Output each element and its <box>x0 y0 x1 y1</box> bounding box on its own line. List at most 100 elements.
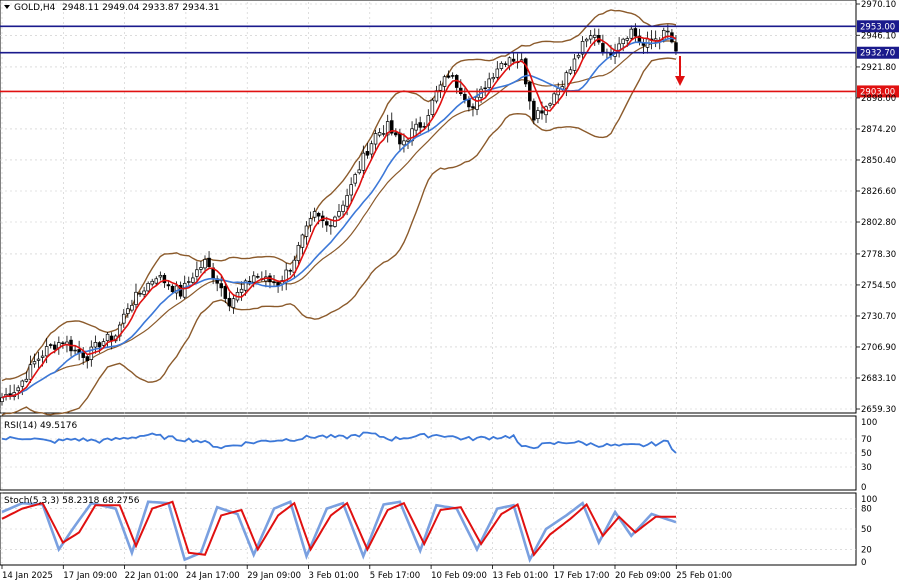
dropdown-triangle-icon[interactable] <box>4 5 10 9</box>
candle-body[interactable] <box>588 35 593 40</box>
candle-body[interactable] <box>251 275 256 283</box>
price-panel[interactable] <box>0 0 857 414</box>
candle-body[interactable] <box>584 38 589 42</box>
candle-body[interactable] <box>256 276 260 278</box>
candle-body[interactable] <box>101 341 106 346</box>
candle-body[interactable] <box>552 93 556 105</box>
candle-body[interactable] <box>369 143 374 155</box>
candle-body[interactable] <box>593 34 597 38</box>
candle-body[interactable] <box>239 288 244 293</box>
candle-body[interactable] <box>325 221 329 226</box>
candle-body[interactable] <box>540 110 544 114</box>
candle-body[interactable] <box>312 211 317 218</box>
candle-body[interactable] <box>81 352 85 358</box>
candle-body[interactable] <box>353 174 357 184</box>
candle-body[interactable] <box>333 216 337 227</box>
candle-body[interactable] <box>40 355 45 358</box>
candle-body[interactable] <box>203 259 207 269</box>
candle-body[interactable] <box>231 298 236 308</box>
candle-body[interactable] <box>109 335 114 341</box>
candle-body[interactable] <box>142 290 146 295</box>
candle-body[interactable] <box>511 58 516 62</box>
candle-body[interactable] <box>365 151 370 156</box>
candle-body[interactable] <box>191 277 195 283</box>
candle-body[interactable] <box>503 63 508 65</box>
candle-body[interactable] <box>73 349 77 352</box>
candle-body[interactable] <box>32 361 37 365</box>
candle-body[interactable] <box>536 110 540 120</box>
rsi-panel[interactable] <box>0 415 857 491</box>
candle-body[interactable] <box>187 281 191 283</box>
candle-body[interactable] <box>430 99 435 115</box>
candle-body[interactable] <box>625 38 629 41</box>
candle-body[interactable] <box>16 387 20 392</box>
candle-body[interactable] <box>288 270 293 272</box>
candle-body[interactable] <box>398 132 402 145</box>
candle-body[interactable] <box>195 269 199 277</box>
candle-body[interactable] <box>207 257 211 267</box>
candle-body[interactable] <box>381 133 386 135</box>
candle-body[interactable] <box>304 225 309 237</box>
candle-body[interactable] <box>341 204 345 212</box>
candle-body[interactable] <box>146 283 150 292</box>
candle-body[interactable] <box>276 282 280 286</box>
candle-body[interactable] <box>105 333 110 342</box>
candle-body[interactable] <box>308 218 313 226</box>
candle-body[interactable] <box>629 28 634 39</box>
candle-body[interactable] <box>349 184 353 196</box>
candle-body[interactable] <box>20 380 25 387</box>
candle-body[interactable] <box>93 342 98 348</box>
candle-body[interactable] <box>85 356 90 362</box>
candle-body[interactable] <box>442 76 447 87</box>
candle-body[interactable] <box>97 342 102 348</box>
candle-body[interactable] <box>414 123 418 131</box>
candle-body[interactable] <box>329 225 333 227</box>
candle-body[interactable] <box>130 304 134 311</box>
candle-body[interactable] <box>548 103 552 106</box>
candle-body[interactable] <box>134 291 138 305</box>
candle-body[interactable] <box>666 30 670 33</box>
candle-body[interactable] <box>0 397 4 403</box>
candle-body[interactable] <box>568 69 573 74</box>
candle-body[interactable] <box>28 364 33 380</box>
candle-body[interactable] <box>475 96 479 110</box>
candle-body[interactable] <box>357 169 362 174</box>
candle-body[interactable] <box>182 282 187 298</box>
candle-body[interactable] <box>377 132 382 136</box>
candle-body[interactable] <box>402 140 406 146</box>
candle-body[interactable] <box>483 87 487 90</box>
candle-body[interactable] <box>61 342 65 345</box>
candle-body[interactable] <box>44 346 49 357</box>
candle-body[interactable] <box>394 132 398 136</box>
candle-body[interactable] <box>223 285 228 299</box>
candle-body[interactable] <box>361 152 366 171</box>
candle-body[interactable] <box>450 75 455 77</box>
candle-body[interactable] <box>162 274 167 284</box>
candle-body[interactable] <box>471 106 475 109</box>
candle-body[interactable] <box>345 195 349 207</box>
candle-body[interactable] <box>337 211 341 217</box>
candle-body[interactable] <box>406 139 410 142</box>
candle-body[interactable] <box>154 278 159 284</box>
candle-body[interactable] <box>126 308 130 314</box>
candle-body[interactable] <box>418 122 422 128</box>
candle-body[interactable] <box>219 283 223 289</box>
candle-body[interactable] <box>621 38 625 44</box>
candle-body[interactable] <box>390 120 394 134</box>
candle-body[interactable] <box>48 344 53 346</box>
candle-body[interactable] <box>166 284 171 287</box>
candle-body[interactable] <box>438 84 443 91</box>
candle-body[interactable] <box>272 281 276 284</box>
candle-body[interactable] <box>467 99 471 108</box>
candle-body[interactable] <box>446 75 451 78</box>
candle-body[interactable] <box>572 58 577 71</box>
candle-body[interactable] <box>674 42 678 52</box>
candle-body[interactable] <box>170 285 175 293</box>
candle-body[interactable] <box>122 313 126 324</box>
candle-body[interactable] <box>24 378 29 382</box>
candle-body[interactable] <box>641 43 646 46</box>
candle-body[interactable] <box>36 358 41 361</box>
candle-body[interactable] <box>499 62 504 69</box>
candle-body[interactable] <box>296 245 301 261</box>
